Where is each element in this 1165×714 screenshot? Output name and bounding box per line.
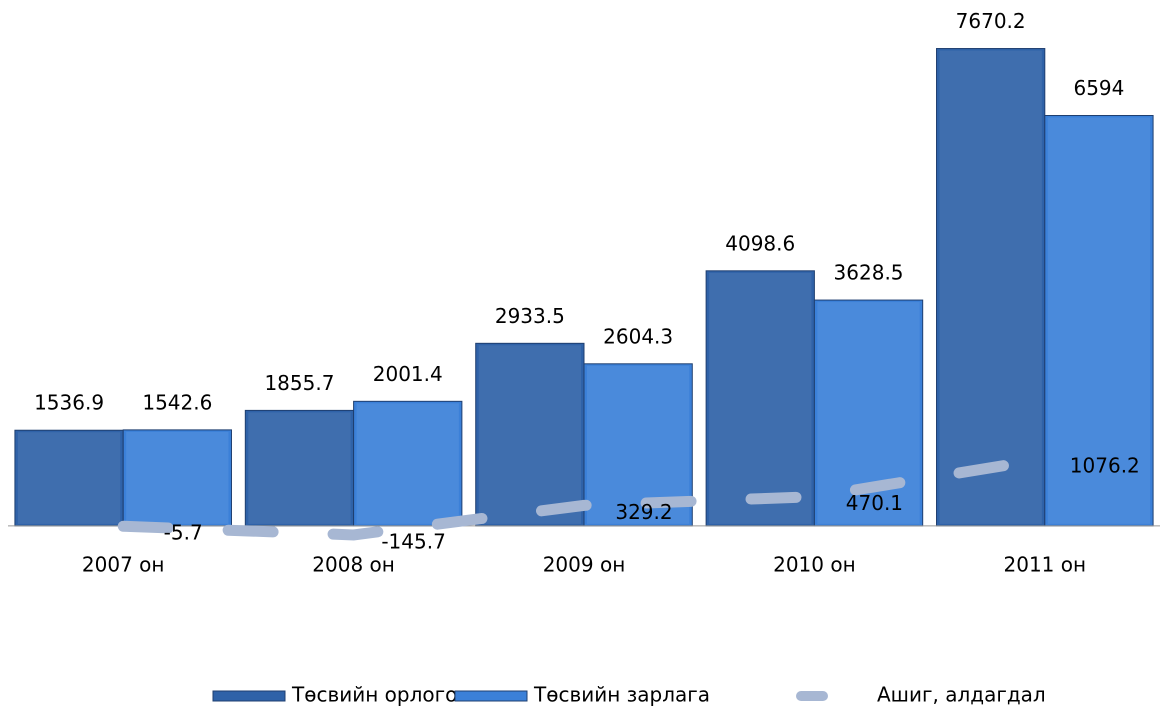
line-series: [117, 453, 1051, 541]
bar-shine: [709, 272, 812, 524]
bar-shine: [939, 50, 1042, 524]
bar-shine: [17, 432, 121, 524]
legend-label: Ашиг, алдагдал: [877, 683, 1046, 707]
legend-swatch: [212, 690, 286, 702]
data-label: 470.1: [846, 491, 903, 515]
data-label: 1076.2: [1070, 453, 1140, 477]
x-tick-label: 2009 он: [543, 552, 626, 576]
bar: [1044, 115, 1154, 527]
data-label: -5.7: [164, 521, 203, 545]
legend-swatch: [454, 690, 528, 702]
bar-shine: [478, 345, 581, 524]
x-tick-label: 2007 он: [82, 552, 165, 576]
bar-shine: [1047, 117, 1151, 524]
bar-shine: [248, 412, 351, 524]
bar: [353, 400, 463, 527]
bar: [122, 429, 232, 527]
bar: [475, 342, 585, 527]
bar-shine: [126, 431, 229, 524]
x-tick-label: 2011 он: [1004, 552, 1087, 576]
bar: [14, 429, 124, 527]
data-label: 7670.2: [956, 9, 1026, 33]
bar: [705, 270, 815, 527]
data-label: 329.2: [615, 500, 672, 524]
data-label: 1855.7: [264, 371, 334, 395]
bar: [244, 409, 355, 527]
data-label: 6594: [1073, 76, 1124, 100]
data-label: 2933.5: [495, 304, 565, 328]
data-label: 2604.3: [603, 324, 673, 348]
legend-label: Төсвийн зарлага: [533, 683, 710, 707]
bar-shine: [356, 403, 459, 524]
data-label: 4098.6: [725, 231, 795, 255]
x-tick-label: 2008 он: [312, 552, 395, 576]
data-label: 1536.9: [34, 391, 104, 415]
legend-label: Төсвийн орлого: [291, 683, 457, 707]
data-label: 3628.5: [834, 261, 904, 285]
x-tick-label: 2010 он: [773, 552, 856, 576]
data-label: -145.7: [381, 529, 445, 553]
data-label: 1542.6: [142, 390, 212, 414]
data-label: 2001.4: [373, 362, 443, 386]
